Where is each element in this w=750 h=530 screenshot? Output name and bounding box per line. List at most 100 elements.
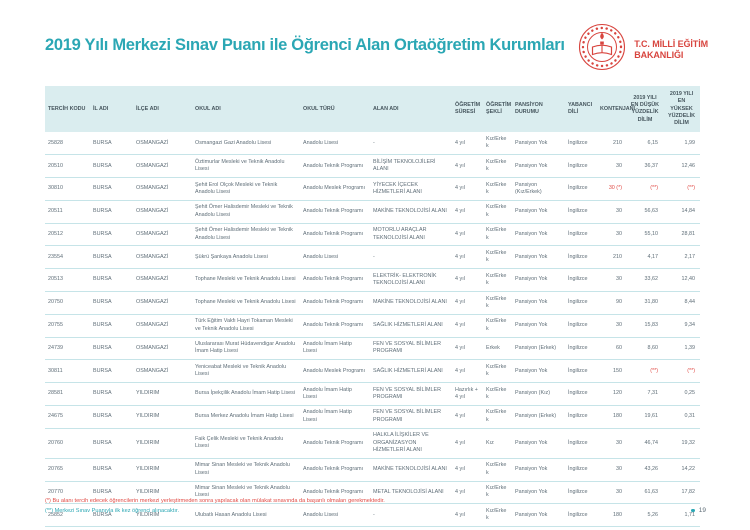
table-cell: Faik Çelik Mesleki ve Teknik Anadolu Lis… (192, 428, 300, 459)
table-cell: 17,72 (663, 526, 700, 530)
table-cell: FEN VE SOSYAL BİLİMLER PROGRAMI (370, 337, 452, 361)
column-header: ÖĞRETİM SÜRESİ (452, 86, 483, 133)
table-cell: Kız (483, 428, 512, 459)
table-cell: Yıldırım Beyazıt İMKB Mesleki ve Teknik … (192, 526, 300, 530)
table-cell: 210 (597, 132, 627, 156)
table-cell: 180 (597, 405, 627, 429)
table-cell: Pansiyon Yok (512, 458, 565, 482)
table-cell: MAKİNE TEKNOLOJİSİ ALANI (370, 458, 452, 482)
table-cell: 30 (597, 428, 627, 459)
table-cell: Anadolu Meslek Programı (300, 177, 370, 201)
table-cell: MAKİNE TEKNOLOJİSİ ALANI (370, 291, 452, 315)
table-cell: 4 yıl (452, 405, 483, 429)
table-cell: 19,32 (663, 428, 700, 459)
table-cell: 61,63 (627, 481, 663, 505)
footnote-double-star: (**) Merkezi Sınav Puanıyla ilk kez öğre… (45, 507, 179, 514)
table-cell: Mimar Sinan Mesleki ve Teknik Anadolu Li… (192, 458, 300, 482)
table-cell: Pansiyon Yok (512, 223, 565, 247)
table-cell: İngilizce (565, 337, 597, 361)
table-row: 20760 BURSA YILDIRIM Faik Çelik Mesleki ve … (45, 428, 700, 459)
footnote-single-star: (*) Bu alanı tercih edecek öğrencilerin … (45, 497, 385, 504)
table-cell: BURSA (90, 405, 133, 429)
table-cell: BURSA (90, 268, 133, 292)
table-cell: OSMANGAZİ (133, 245, 192, 270)
table-cell: BURSA (90, 223, 133, 247)
table-cell: İngilizce (565, 177, 597, 201)
table-cell: 30 (*) (597, 177, 627, 201)
table-cell: OSMANGAZİ (133, 291, 192, 315)
table-cell: İngilizce (565, 359, 597, 384)
table-header: TERCİH KODU İL ADI İLÇE ADI OKUL ADI OKUL TÜ… (45, 86, 700, 133)
table-cell: Tophane Mesleki ve Teknik Anadolu Lisesi (192, 268, 300, 292)
table-cell: 0,25 (663, 382, 700, 406)
table-cell: İngilizce (565, 291, 597, 315)
ministry-name-line2: BAKANLIĞI (634, 49, 684, 60)
column-header: İL ADI (90, 86, 133, 133)
table-cell: BURSA (90, 526, 133, 530)
table-cell: Şehit Erol Olçok Mesleki ve Teknik Anado… (192, 177, 300, 201)
table-cell: 20510 (45, 154, 90, 179)
table-row: 20511 BURSA OSMANGAZİ Şehit Ömer Halisdemir… (45, 200, 700, 224)
table-cell: BURSA (90, 382, 133, 406)
table-cell: 24675 (45, 405, 90, 429)
table-cell: Pansiyon Yok (512, 526, 565, 530)
table-cell: Kız/Erkek (483, 526, 512, 530)
table-cell: SAĞLIK HİZMETLERİ ALANI (370, 314, 452, 338)
table-cell: 150 (597, 359, 627, 384)
column-header: TERCİH KODU (45, 86, 90, 133)
table-cell: Anadolu Lisesi (300, 503, 370, 528)
table-row: 20512 BURSA OSMANGAZİ Şehit Ömer Halisdemir… (45, 223, 700, 247)
table-cell: Kız/Erkek (483, 405, 512, 429)
table-cell: BURSA (90, 314, 133, 338)
table-cell: 4 yıl (452, 428, 483, 459)
page-number-bullet-icon (691, 508, 695, 513)
table-cell: Pansiyon (Kız/Erkek) (512, 177, 565, 201)
ministry-name: T.C. MİLLİ EĞİTİM BAKANLIĞI (634, 39, 708, 61)
table-row: 28581 BURSA YILDIRIM Bursa İpekçilik Anadol… (45, 382, 700, 406)
table-cell: 30 (597, 268, 627, 292)
table-cell: MAKİNE TEKNOLOJİSİ ALANI (370, 526, 452, 530)
table-cell: YILDIRIM (133, 503, 192, 528)
table-cell: Kız/Erkek (483, 200, 512, 224)
table-cell: Şükrü Şankaya Anadolu Lisesi (192, 245, 300, 270)
table-cell: OSMANGAZİ (133, 223, 192, 247)
table-cell: Pansiyon Yok (512, 132, 565, 156)
table-cell: FEN VE SOSYAL BİLİMLER PROGRAMI (370, 382, 452, 406)
table-cell: 30 (597, 154, 627, 179)
table-cell: 28,81 (663, 223, 700, 247)
table-cell: Pansiyon Yok (512, 245, 565, 270)
table-cell: BURSA (90, 458, 133, 482)
column-header: ALAN ADI (370, 86, 452, 133)
column-header: OKUL ADI (192, 86, 300, 133)
table-row: 25852 BURSA YILDIRIM Ulubatlı Hasan Anadolu… (45, 503, 700, 528)
table-cell: 20512 (45, 223, 90, 247)
footnotes: (*) Bu alanı tercih edecek öğrencilerin … (45, 496, 385, 516)
table-cell: BURSA (90, 245, 133, 270)
table-cell: İngilizce (565, 405, 597, 429)
table-cell: 20770 (45, 481, 90, 505)
table-cell: Bursa Merkez Anadolu İmam Hatip Lisesi (192, 405, 300, 429)
table-cell: OSMANGAZİ (133, 154, 192, 179)
table-cell: 25828 (45, 132, 90, 156)
table-cell: Kız/Erkek (483, 223, 512, 247)
table-cell: Anadolu Meslek Programı (300, 359, 370, 384)
table-cell: 120 (597, 382, 627, 406)
table-cell: 4 yıl (452, 458, 483, 482)
column-header: KONTENJANI (597, 86, 635, 133)
table-cell: Pansiyon Yok (512, 291, 565, 315)
table-cell: 12,46 (663, 154, 700, 179)
table-cell: Anadolu Lisesi (300, 132, 370, 156)
table-cell: Anadolu Teknik Programı (300, 526, 370, 530)
table-cell: İngilizce (565, 154, 597, 179)
table-cell: 20760 (45, 428, 90, 459)
table-cell: Pansiyon Yok (512, 200, 565, 224)
table-row: 30810 BURSA OSMANGAZİ Şehit Erol Olçok Mesl… (45, 177, 700, 201)
table-cell: 4 yıl (452, 200, 483, 224)
table-cell: YILDIRIM (133, 428, 192, 459)
table-row: 20770 BURSA YILDIRIM Mimar Sinan Mesleki ve… (45, 481, 700, 505)
table-cell: Anadolu Teknik Programı (300, 223, 370, 247)
table-cell: Öztimurlar Mesleki ve Teknik Anadolu Lis… (192, 154, 300, 179)
table-cell: - (370, 503, 452, 528)
table-cell: 4 yıl (452, 245, 483, 270)
table-cell: Pansiyon (Kız) (512, 382, 565, 406)
